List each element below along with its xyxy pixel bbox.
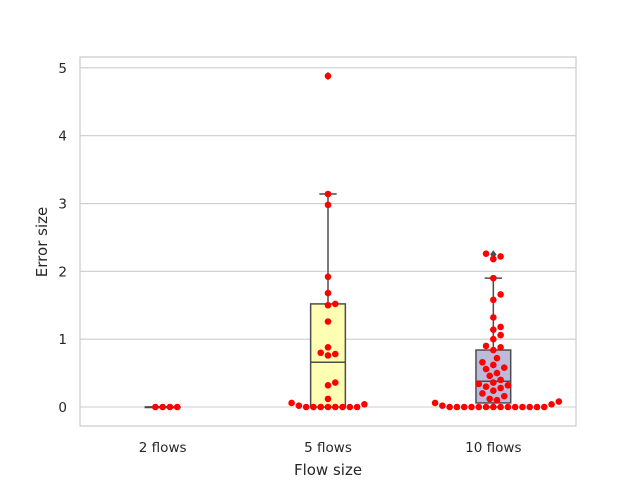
data-point [533,403,541,411]
data-point [490,255,497,263]
data-point [324,201,332,209]
data-point [497,291,504,298]
y-tick-label: 5 [58,61,67,77]
data-point [490,403,497,411]
data-point [490,379,497,386]
data-point [439,402,446,409]
data-point [497,253,504,260]
data-point [519,403,526,411]
data-point [497,376,504,384]
data-point [331,350,339,358]
data-point [500,364,508,371]
data-point [324,72,332,80]
data-point [500,392,508,400]
data-point [490,387,497,395]
y-tick-label: 0 [58,400,67,416]
data-point [324,352,332,359]
y-tick-label: 2 [58,264,67,280]
data-point [453,403,461,411]
data-point [504,403,512,411]
y-tick-label: 4 [58,129,67,145]
data-point [479,358,486,366]
data-point [482,403,490,411]
x-tick-labels: 2 flows 5 flows 10 flows [139,440,522,456]
data-point [324,289,332,297]
data-point [490,335,497,343]
data-point [482,250,490,258]
x-tick-label: 10 flows [465,440,521,456]
data-point [482,342,490,350]
y-tick-label: 3 [58,197,67,213]
x-tick-label: 2 flows [139,440,187,456]
data-point [331,403,339,411]
data-point [346,403,354,411]
y-tick-label: 1 [58,332,67,348]
data-point [497,344,504,351]
data-point [339,403,346,411]
data-point [468,403,475,411]
data-point [490,361,497,369]
data-point [493,369,501,377]
data-point [555,398,563,405]
data-point [431,399,439,407]
data-point [317,403,325,411]
data-point [490,346,497,354]
data-point [511,403,519,411]
data-point [324,382,332,389]
data-point [361,400,368,408]
data-point [324,190,332,198]
data-point [490,326,497,333]
data-point [166,403,174,411]
data-point [331,300,339,308]
data-point [497,331,504,339]
data-point [490,296,497,304]
data-point [331,379,339,386]
data-point [490,274,497,282]
data-point [475,403,483,411]
data-point [152,403,159,411]
data-point [324,301,332,309]
data-point [526,403,534,411]
data-point [317,349,325,357]
data-point [288,399,295,407]
data-point [475,380,483,388]
data-point [482,365,490,373]
data-point [486,395,493,403]
data-point [479,390,486,397]
data-point [497,384,504,392]
data-point [324,395,332,403]
data-point [173,403,181,411]
data-point [324,318,332,325]
data-point [159,403,166,411]
data-point [497,403,504,411]
data-point [540,403,548,411]
data-point [310,403,317,411]
data-point [302,403,310,411]
data-point [493,354,501,362]
swarm-points [152,72,563,411]
data-point [446,403,453,411]
data-point [490,314,497,321]
data-point [324,403,332,411]
data-point [324,273,332,281]
data-point [504,382,512,389]
data-point [295,402,303,409]
plot-frame [79,56,577,427]
data-point [548,400,555,408]
data-point [486,372,493,380]
x-tick-label: 5 flows [304,440,352,456]
data-point [353,403,361,411]
y-axis-label: Error size [33,207,51,277]
data-point [482,383,490,390]
data-point [497,323,504,331]
data-point [324,344,332,351]
data-point [493,396,501,404]
plot-area [79,56,577,427]
y-tick-labels: 0 1 2 3 4 5 [58,61,67,416]
data-point [460,403,468,411]
x-axis-label: Flow size [294,461,362,479]
